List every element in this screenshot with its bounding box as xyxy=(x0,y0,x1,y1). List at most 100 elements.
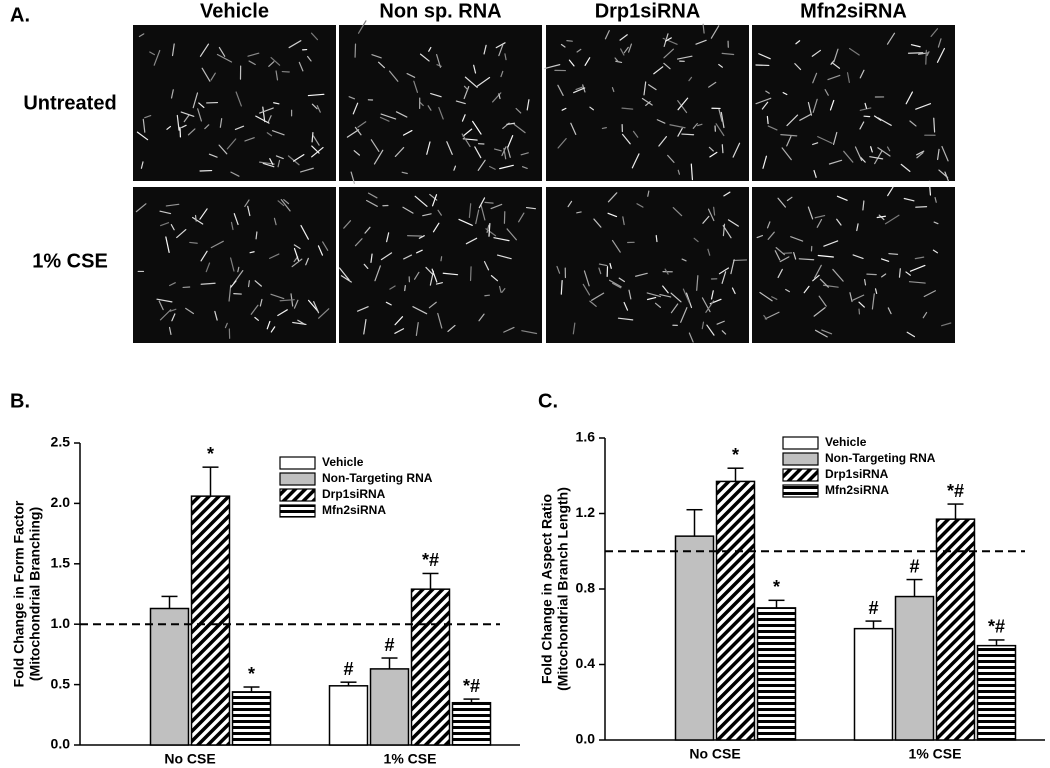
mito xyxy=(812,274,820,282)
mito xyxy=(930,28,939,38)
mito xyxy=(765,90,770,94)
mito xyxy=(194,214,197,222)
micrograph xyxy=(133,25,336,181)
mito xyxy=(224,322,228,329)
mito xyxy=(403,254,413,260)
mito xyxy=(346,129,360,138)
mito xyxy=(608,279,622,288)
mito xyxy=(715,123,725,137)
significance-label: *# xyxy=(463,676,480,696)
mito xyxy=(472,120,482,135)
mito xyxy=(874,288,878,295)
mito xyxy=(884,214,900,225)
mito xyxy=(856,223,859,232)
mito xyxy=(142,118,146,133)
mito xyxy=(598,263,608,267)
legend-label: Mfn2siRNA xyxy=(322,503,386,517)
significance-label: # xyxy=(868,598,878,618)
significance-label: *# xyxy=(947,481,964,501)
mito xyxy=(250,304,259,315)
mito xyxy=(490,275,499,282)
mito xyxy=(244,137,255,142)
mito xyxy=(484,294,491,297)
y-tick-label: 0.4 xyxy=(576,655,596,671)
mito xyxy=(402,206,414,214)
mito xyxy=(311,103,318,110)
mito xyxy=(570,122,577,135)
mito xyxy=(165,203,180,207)
micrograph xyxy=(752,25,955,182)
mito xyxy=(458,218,473,226)
mito xyxy=(677,169,681,175)
mito xyxy=(676,55,693,60)
mito xyxy=(380,252,393,261)
mito xyxy=(463,85,469,91)
mito xyxy=(611,87,615,93)
mito xyxy=(386,232,390,243)
mito xyxy=(235,91,242,107)
mito xyxy=(298,61,304,72)
mito xyxy=(135,203,147,213)
mito xyxy=(618,277,625,283)
mito xyxy=(455,100,466,105)
mito xyxy=(903,197,915,202)
mito xyxy=(169,282,176,287)
mito xyxy=(827,74,841,81)
mito xyxy=(932,249,938,254)
mito xyxy=(611,239,621,253)
mito xyxy=(777,268,783,279)
mito xyxy=(607,212,618,218)
mito xyxy=(474,146,482,159)
mito xyxy=(567,200,573,208)
mito xyxy=(916,152,924,159)
mito xyxy=(159,309,172,321)
mito xyxy=(833,48,839,63)
mito xyxy=(475,209,480,225)
mito xyxy=(843,150,854,163)
micrograph xyxy=(338,187,542,343)
mito xyxy=(664,268,669,275)
column-label: Vehicle xyxy=(200,0,269,22)
mito xyxy=(936,47,946,63)
mito xyxy=(832,131,838,145)
mito xyxy=(144,114,152,119)
mito xyxy=(416,249,423,254)
mito xyxy=(218,46,226,57)
mito xyxy=(817,254,834,258)
mito xyxy=(713,206,716,216)
legend-label: Non-Targeting RNA xyxy=(322,471,433,485)
mito xyxy=(370,253,373,263)
mito xyxy=(312,135,320,146)
mito xyxy=(317,245,324,256)
x-tick-label: No CSE xyxy=(689,746,740,762)
mito xyxy=(646,296,657,301)
mito xyxy=(831,62,841,69)
mito xyxy=(374,265,381,282)
mito xyxy=(636,203,644,208)
mito xyxy=(428,46,432,52)
mito xyxy=(287,155,300,166)
mito xyxy=(401,171,408,175)
mito xyxy=(849,292,853,303)
mito xyxy=(234,125,245,131)
micrograph-bg xyxy=(133,25,336,181)
mito xyxy=(688,332,694,343)
mito xyxy=(623,46,629,54)
mito xyxy=(887,307,892,315)
mito xyxy=(643,81,647,96)
column-label: Non sp. RNA xyxy=(379,0,501,22)
mito xyxy=(248,60,256,66)
mito xyxy=(617,317,634,321)
mito xyxy=(556,265,561,274)
mito xyxy=(418,235,425,239)
mito xyxy=(249,251,255,254)
mito xyxy=(354,238,363,247)
mito xyxy=(779,256,790,263)
mito xyxy=(819,278,829,288)
panel-label: A. xyxy=(10,4,30,26)
mito xyxy=(521,330,538,335)
mito xyxy=(210,72,216,81)
mito xyxy=(910,44,921,48)
mito xyxy=(900,163,911,172)
mito xyxy=(941,322,952,327)
